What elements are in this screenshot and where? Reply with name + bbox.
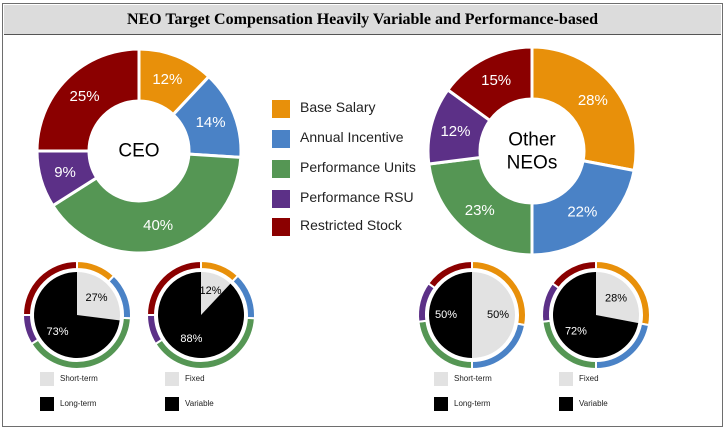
small-legend-swatch <box>40 372 54 386</box>
donut-slice <box>530 45 638 173</box>
legend-swatch <box>272 190 290 208</box>
pie-slice-variable <box>552 272 639 358</box>
slice-data-label: 28% <box>605 292 627 304</box>
donut-center-label: Other <box>508 130 556 151</box>
slice-data-label: 50% <box>435 309 457 321</box>
donut-slice <box>35 47 141 153</box>
donut-slice <box>445 45 534 123</box>
slice-data-label: 72% <box>565 326 587 338</box>
pie-slice-variable <box>33 272 120 358</box>
small-legend-swatch <box>559 397 573 411</box>
slice-data-label: 14% <box>196 114 226 131</box>
small-legend-swatch <box>40 397 54 411</box>
slice-data-label: 25% <box>70 88 100 105</box>
small-legend-label: Fixed <box>579 374 599 383</box>
slice-data-label: 28% <box>578 92 608 109</box>
ring-slice <box>145 259 202 316</box>
slice-data-label: 88% <box>180 333 202 345</box>
pie-slice-fixed <box>201 272 231 315</box>
slice-data-label: 73% <box>46 326 68 338</box>
legend-label: Performance RSU <box>300 189 414 205</box>
donut-center-label: CEO <box>118 141 159 162</box>
donut-slice <box>427 155 534 257</box>
ring-slice <box>550 259 597 290</box>
chart-frame <box>2 3 723 427</box>
slice-data-label: 27% <box>85 292 107 304</box>
donut-center-label: NEOs <box>507 153 558 174</box>
small-legend-label: Long-term <box>454 399 491 408</box>
slice-data-label: 22% <box>567 203 597 220</box>
pie-slice-variable <box>429 272 472 358</box>
legend-label: Restricted Stock <box>300 217 402 233</box>
slice-data-label: 9% <box>54 164 76 181</box>
ring-slice <box>21 259 78 316</box>
slice-data-label: 15% <box>481 72 511 89</box>
small-legend-label: Variable <box>185 399 214 408</box>
small-legend-swatch <box>434 397 448 411</box>
slice-data-label: 12% <box>152 71 182 88</box>
small-legend-swatch <box>434 372 448 386</box>
small-legend-swatch <box>165 397 179 411</box>
slice-data-label: 40% <box>143 217 173 234</box>
slice-data-label: 12% <box>440 123 470 140</box>
legend-label: Annual Incentive <box>300 129 404 145</box>
pie-slice-variable <box>158 272 245 358</box>
slice-data-label: 50% <box>487 309 509 321</box>
donut-slice <box>530 158 636 257</box>
small-legend-swatch <box>559 372 573 386</box>
slice-data-label: 23% <box>465 202 495 219</box>
slice-data-label: 12% <box>200 285 222 297</box>
pie-slice-fixed <box>472 272 515 358</box>
pie-slice-fixed <box>596 272 639 324</box>
chart-title: NEO Target Compensation Heavily Variable… <box>4 5 721 35</box>
legend-swatch <box>272 100 290 118</box>
legend-label: Performance Units <box>300 159 416 175</box>
small-legend-label: Long-term <box>60 399 97 408</box>
small-legend-swatch <box>165 372 179 386</box>
donut-slice <box>50 152 243 255</box>
small-legend-label: Fixed <box>185 374 205 383</box>
small-legend-label: Variable <box>579 399 608 408</box>
legend-swatch <box>272 130 290 148</box>
pie-slice-fixed <box>77 272 121 321</box>
ring-slice <box>426 259 473 290</box>
legend-swatch <box>272 160 290 178</box>
legend-swatch <box>272 218 290 236</box>
small-legend-label: Short-term <box>60 374 98 383</box>
legend-label: Base Salary <box>300 99 376 115</box>
small-legend-label: Short-term <box>454 374 492 383</box>
